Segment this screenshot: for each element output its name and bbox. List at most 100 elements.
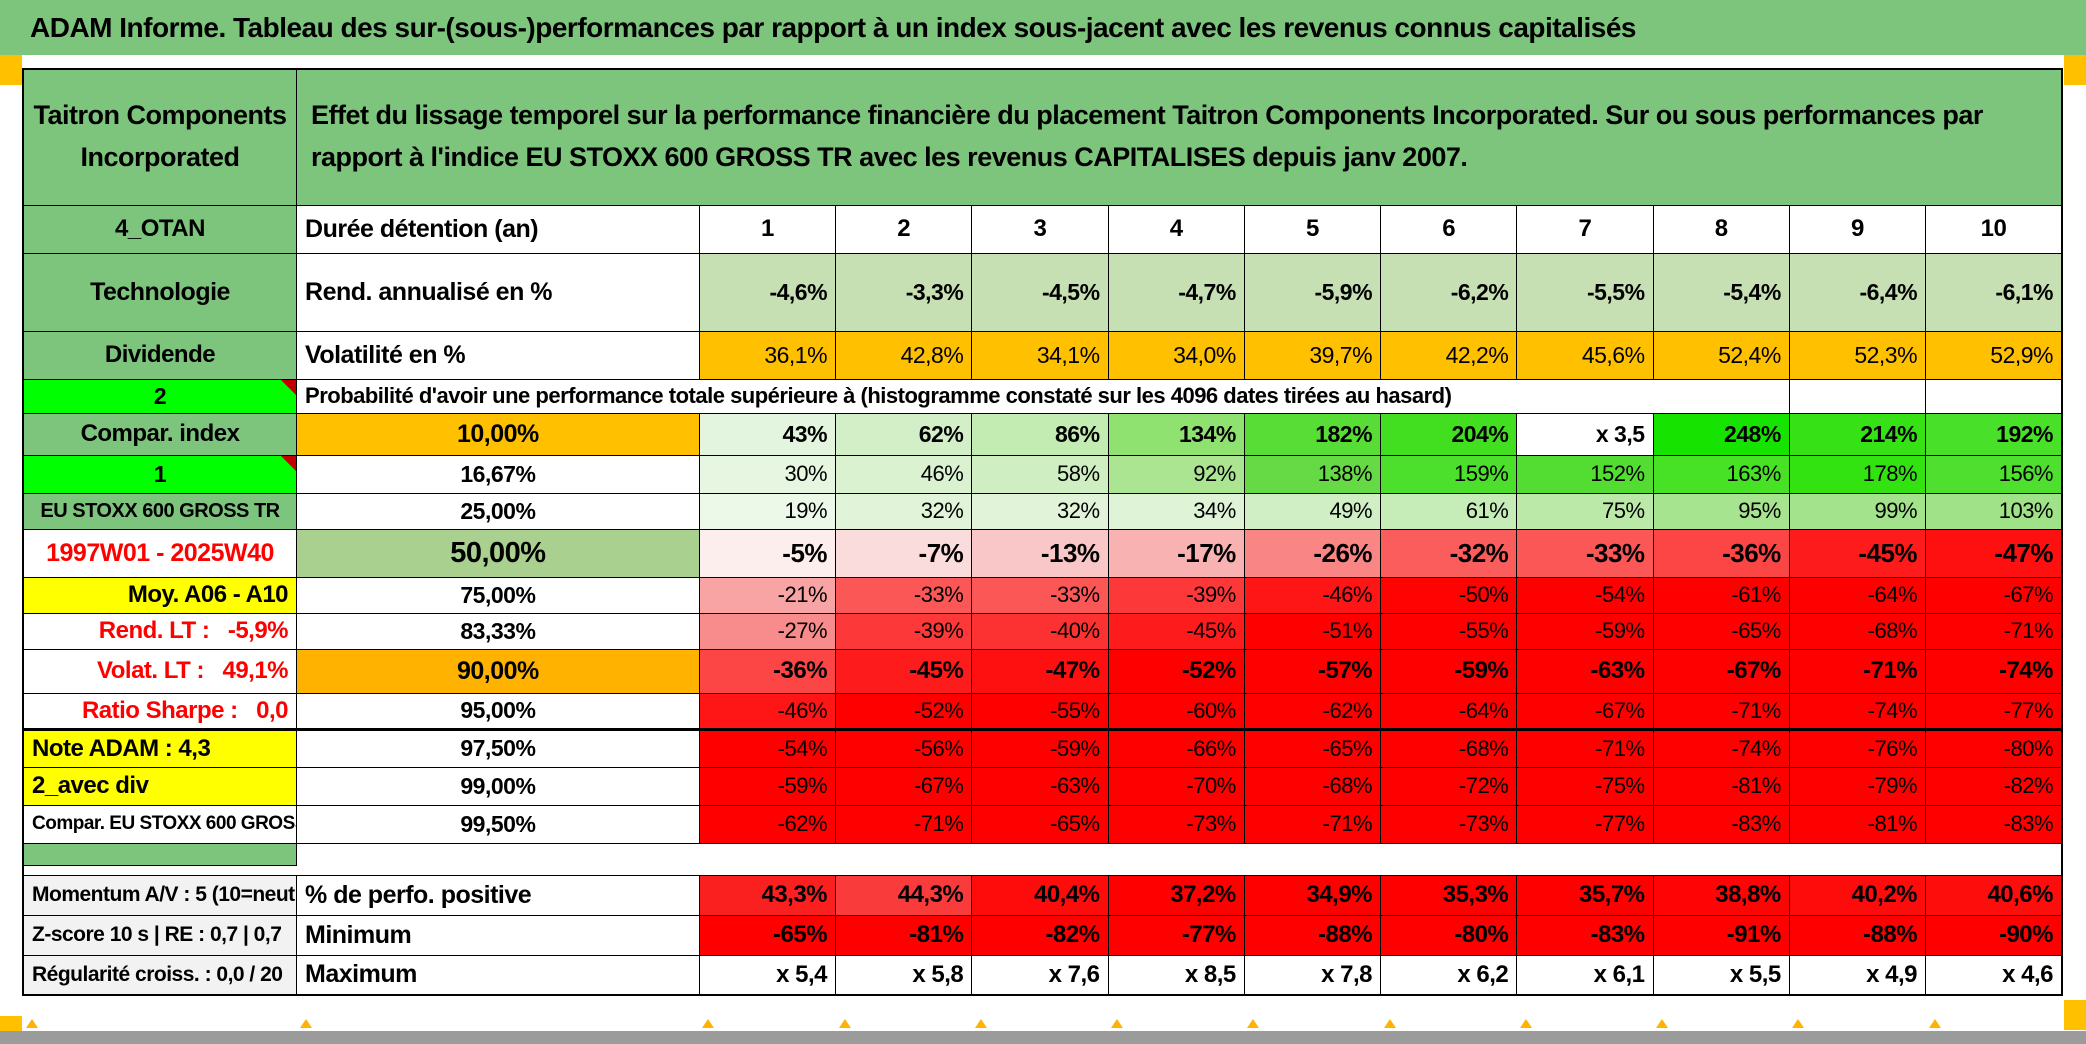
value-cell: -77% bbox=[1107, 914, 1245, 956]
value-cell: -39% bbox=[1107, 576, 1245, 614]
row-label-cell: EU STOXX 600 GROSS TR bbox=[22, 492, 298, 530]
row-label-cell: Rend. LT : -5,9% bbox=[22, 612, 298, 650]
table-row: 1997W01 - 2025W40 50,00% -5% -7% -13% -17% -26… bbox=[22, 528, 2063, 578]
value-cell: -21% bbox=[698, 576, 837, 614]
value-cell: 39,7% bbox=[1243, 330, 1382, 380]
column-caret-icon bbox=[1929, 1019, 1941, 1028]
value-cell: 30% bbox=[698, 454, 837, 494]
value-cell: 138% bbox=[1243, 454, 1382, 494]
value-cell: x 5,8 bbox=[835, 954, 973, 996]
value-cell: -67% bbox=[1652, 648, 1790, 694]
corner-marker-top-right bbox=[2064, 55, 2086, 85]
metric-cell: 75,00% bbox=[296, 576, 700, 614]
value-cell: 42,2% bbox=[1380, 330, 1518, 380]
column-caret-icon bbox=[300, 1019, 312, 1028]
value-cell: 2 bbox=[835, 204, 973, 254]
column-caret-icon bbox=[1656, 1019, 1668, 1028]
value-cell: -5% bbox=[698, 528, 837, 578]
table-row bbox=[23, 865, 2062, 875]
value-cell: -68% bbox=[1788, 612, 1927, 650]
value-cell: -56% bbox=[835, 727, 973, 768]
value-cell: -65% bbox=[1243, 727, 1382, 768]
value-cell: -81% bbox=[835, 914, 973, 956]
value-cell: -80% bbox=[1925, 727, 2063, 768]
separator-cell bbox=[22, 842, 298, 866]
value-cell: -55% bbox=[1380, 612, 1518, 650]
value-cell: 49% bbox=[1243, 492, 1382, 530]
metric-cell: Durée détention (an) bbox=[296, 204, 700, 254]
value-cell: -62% bbox=[698, 804, 837, 844]
value-cell: -46% bbox=[1243, 576, 1382, 614]
table-row: Rend. LT : -5,9% 83,33% -27% -39% -40% -45% -5… bbox=[22, 612, 2063, 650]
column-caret-icon bbox=[1111, 1019, 1123, 1028]
value-cell: -64% bbox=[1788, 576, 1927, 614]
value-cell: -27% bbox=[698, 612, 837, 650]
value-cell: -65% bbox=[971, 804, 1109, 844]
value-cell: 1 bbox=[698, 204, 837, 254]
value-cell: -60% bbox=[1107, 692, 1245, 730]
column-caret-icon bbox=[1520, 1019, 1532, 1028]
value-cell: -46% bbox=[698, 692, 837, 730]
row-label-cell: Compar. EU STOXX 600 GROSS TR bbox=[22, 804, 298, 844]
value-cell: -33% bbox=[1516, 528, 1654, 578]
value-cell: 182% bbox=[1243, 412, 1382, 456]
value-cell: -68% bbox=[1380, 727, 1518, 768]
row-label-cell: Volat. LT : 49,1% bbox=[22, 648, 298, 694]
value-cell: 58% bbox=[971, 454, 1109, 494]
column-caret-icon bbox=[1792, 1019, 1804, 1028]
value-cell: 43% bbox=[698, 412, 837, 456]
row-label-cell: Moy. A06 - A10 bbox=[22, 576, 298, 614]
value-cell bbox=[1925, 378, 2063, 414]
value-cell: -17% bbox=[1107, 528, 1245, 578]
value-cell: -59% bbox=[971, 727, 1109, 768]
value-cell: 92% bbox=[1107, 454, 1245, 494]
bottom-gray-band bbox=[0, 1031, 2086, 1044]
value-cell: 43,3% bbox=[698, 874, 837, 916]
row-label-cell: Technologie bbox=[22, 252, 298, 332]
column-caret-icon bbox=[1247, 1019, 1259, 1028]
value-cell: -7% bbox=[835, 528, 973, 578]
value-cell: -74% bbox=[1925, 648, 2063, 694]
row-label-cell: Dividende bbox=[22, 330, 298, 380]
value-cell: 44,3% bbox=[835, 874, 973, 916]
value-cell: -33% bbox=[835, 576, 973, 614]
value-cell: x 4,9 bbox=[1788, 954, 1927, 996]
value-cell: 192% bbox=[1925, 412, 2063, 456]
value-cell: -71% bbox=[1925, 612, 2063, 650]
metric-cell: 99,50% bbox=[296, 804, 700, 844]
table-row: Ratio Sharpe : 0,0 95,00% -46% -52% -55% -60%… bbox=[22, 692, 2063, 730]
corner-marker-bottom-right bbox=[2064, 1000, 2086, 1030]
value-cell: -88% bbox=[1788, 914, 1927, 956]
value-cell: -50% bbox=[1380, 576, 1518, 614]
value-cell: -63% bbox=[1516, 648, 1654, 694]
value-cell: 134% bbox=[1107, 412, 1245, 456]
value-cell: -6,1% bbox=[1925, 252, 2063, 332]
value-cell: 86% bbox=[971, 412, 1109, 456]
value-cell: -5,9% bbox=[1243, 252, 1382, 332]
value-cell: -80% bbox=[1380, 914, 1518, 956]
value-cell: 99% bbox=[1788, 492, 1927, 530]
value-cell: -45% bbox=[835, 648, 973, 694]
value-cell: -74% bbox=[1652, 727, 1790, 768]
value-cell: 37,2% bbox=[1107, 874, 1245, 916]
value-cell: 40,4% bbox=[971, 874, 1109, 916]
value-cell: -64% bbox=[1380, 692, 1518, 730]
row-label-cell: Régularité croiss. : 0,0 / 20 bbox=[22, 954, 298, 996]
value-cell: 103% bbox=[1925, 492, 2063, 530]
description-cell: Effet du lissage temporel sur la perform… bbox=[296, 68, 2063, 206]
table-row: Volat. LT : 49,1% 90,00% -36% -45% -47% -52% -… bbox=[22, 648, 2063, 694]
row-label-cell: Note ADAM : 4,3 bbox=[22, 727, 298, 768]
value-cell: 32% bbox=[971, 492, 1109, 530]
value-cell: 36,1% bbox=[698, 330, 837, 380]
value-cell: -6,4% bbox=[1788, 252, 1927, 332]
value-cell: -62% bbox=[1243, 692, 1382, 730]
metric-cell: % de perfo. positive bbox=[296, 874, 700, 916]
value-cell: -76% bbox=[1788, 727, 1927, 768]
value-cell: -59% bbox=[1380, 648, 1518, 694]
value-cell: -90% bbox=[1925, 914, 2063, 956]
column-caret-icon bbox=[1384, 1019, 1396, 1028]
corner-marker-top-left bbox=[0, 55, 22, 85]
value-cell: 204% bbox=[1380, 412, 1518, 456]
table-row: Note ADAM : 4,3 97,50% -54% -56% -59% -66% -65… bbox=[22, 727, 2063, 768]
value-cell: -72% bbox=[1380, 766, 1518, 806]
